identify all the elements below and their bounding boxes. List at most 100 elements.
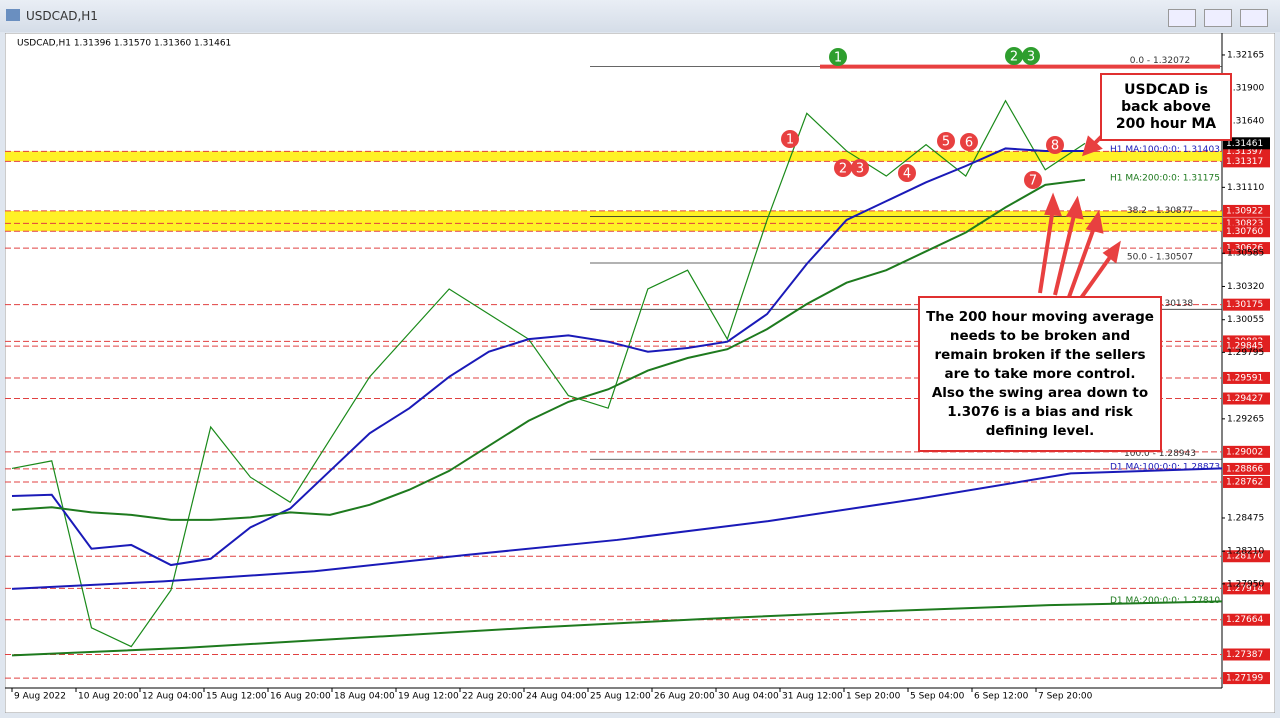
price-label: 1.31110 <box>1227 183 1264 193</box>
time-label: 16 Aug 20:00 <box>270 692 331 702</box>
marker <box>851 159 869 177</box>
level-label: 1.30823 <box>1226 219 1263 229</box>
level-label: 1.27664 <box>1226 615 1263 625</box>
current-price-label: 1.31461 <box>1226 139 1263 149</box>
time-label: 15 Aug 12:00 <box>206 692 267 702</box>
title-bar: USDCAD,H1 <box>0 0 1280 32</box>
level-label-box <box>1223 648 1270 661</box>
zone <box>5 210 1222 232</box>
ma-label: D1 MA:200:0:0: 1.27810 <box>1110 596 1220 606</box>
marker <box>960 133 978 151</box>
time-label: 12 Aug 04:00 <box>142 692 203 702</box>
price-label: 1.30320 <box>1227 282 1264 292</box>
window-title: USDCAD,H1 <box>26 9 98 23</box>
level-label-box <box>1223 475 1270 488</box>
price-label: 1.30055 <box>1227 315 1264 325</box>
level-label-box <box>1223 225 1270 238</box>
level-label-box <box>1223 582 1270 595</box>
level-label: 1.31317 <box>1226 157 1263 167</box>
price-label: 1.27950 <box>1227 579 1264 589</box>
marker-label: 5 <box>942 135 950 150</box>
callout-bottom: The 200 hour moving average needs to be … <box>918 296 1162 452</box>
time-label: 19 Aug 12:00 <box>398 692 459 702</box>
app-icon <box>6 9 20 21</box>
time-label: 24 Aug 04:00 <box>526 692 587 702</box>
level-label-box <box>1223 445 1270 458</box>
price-label: 1.32165 <box>1227 50 1264 60</box>
marker-label: 6 <box>965 136 973 151</box>
level-label-box <box>1223 550 1270 563</box>
level-label: 1.29591 <box>1226 373 1263 383</box>
time-label: 25 Aug 12:00 <box>590 692 651 702</box>
level-label: 1.27914 <box>1226 584 1263 594</box>
marker <box>1024 171 1042 189</box>
arrows <box>1038 131 1121 300</box>
marker <box>829 48 847 66</box>
marker <box>834 159 852 177</box>
marker-label: 8 <box>1051 139 1059 154</box>
price-label: 1.31640 <box>1227 116 1264 126</box>
level-label: 1.30760 <box>1226 227 1263 237</box>
level-label-box <box>1223 462 1270 475</box>
level-label: 1.28170 <box>1226 552 1263 562</box>
price-label: 1.30585 <box>1227 249 1264 259</box>
series-line <box>11 600 1223 657</box>
level-label-box <box>1223 613 1270 626</box>
marker <box>898 164 916 182</box>
level-label: 1.30626 <box>1226 244 1263 254</box>
level-label-box <box>1223 204 1270 217</box>
level-label: 1.29427 <box>1226 394 1263 404</box>
fib-label: 38.2 - 1.30877 <box>1127 206 1193 216</box>
time-label: 22 Aug 20:00 <box>462 692 523 702</box>
close-button[interactable] <box>1240 9 1268 27</box>
series-line <box>11 467 1223 590</box>
series-line <box>11 99 1086 648</box>
marker-label: 2 <box>1010 50 1018 65</box>
ma-label: D1 MA:100:0:0: 1.28873 <box>1110 463 1220 473</box>
zone <box>5 151 1222 162</box>
callout-top: USDCAD is back above 200 hour MA <box>1100 73 1232 141</box>
marker-label: 1 <box>834 51 842 66</box>
marker-label: 3 <box>856 162 864 177</box>
level-label: 1.28866 <box>1226 464 1263 474</box>
price-label: 1.29795 <box>1227 348 1264 358</box>
level-label-box <box>1223 340 1270 353</box>
level-label-box <box>1223 298 1270 311</box>
marker <box>1022 47 1040 65</box>
price-label: 1.31900 <box>1227 84 1264 94</box>
marker <box>937 132 955 150</box>
marker-label: 7 <box>1029 174 1037 189</box>
time-label: 10 Aug 20:00 <box>78 692 139 702</box>
time-label: 6 Sep 12:00 <box>974 692 1029 702</box>
current-price-box <box>1223 137 1270 150</box>
time-label: 1 Sep 20:00 <box>846 692 901 702</box>
minimize-button[interactable] <box>1168 9 1196 27</box>
price-label: 1.28475 <box>1227 513 1264 523</box>
level-label: 1.30175 <box>1226 300 1263 310</box>
time-label: 26 Aug 20:00 <box>654 692 715 702</box>
marker <box>1046 136 1064 154</box>
maximize-button[interactable] <box>1204 9 1232 27</box>
ma-label: H1 MA:200:0:0: 1.31175 <box>1110 174 1220 184</box>
level-label: 1.29845 <box>1226 342 1263 352</box>
marker-label: 1 <box>786 133 794 148</box>
time-label: 30 Aug 04:00 <box>718 692 779 702</box>
time-label: 7 Sep 20:00 <box>1038 692 1093 702</box>
level-label: 1.27199 <box>1226 674 1263 684</box>
marker-label: 4 <box>903 167 911 182</box>
fib-label: 0.0 - 1.32072 <box>1130 56 1191 66</box>
marker <box>781 130 799 148</box>
level-label: 1.30922 <box>1226 206 1263 216</box>
marker <box>1005 47 1023 65</box>
price-label: 1.28210 <box>1227 547 1264 557</box>
series-line <box>11 147 1085 567</box>
level-label: 1.29002 <box>1226 447 1263 457</box>
level-label-box <box>1223 672 1270 685</box>
level-label: 1.28762 <box>1226 477 1263 487</box>
time-label: 18 Aug 04:00 <box>334 692 395 702</box>
level-label: 1.27387 <box>1226 650 1263 660</box>
price-label: 1.29265 <box>1227 414 1264 424</box>
chart-header: USDCAD,H1 1.31396 1.31570 1.31360 1.3146… <box>17 39 231 49</box>
